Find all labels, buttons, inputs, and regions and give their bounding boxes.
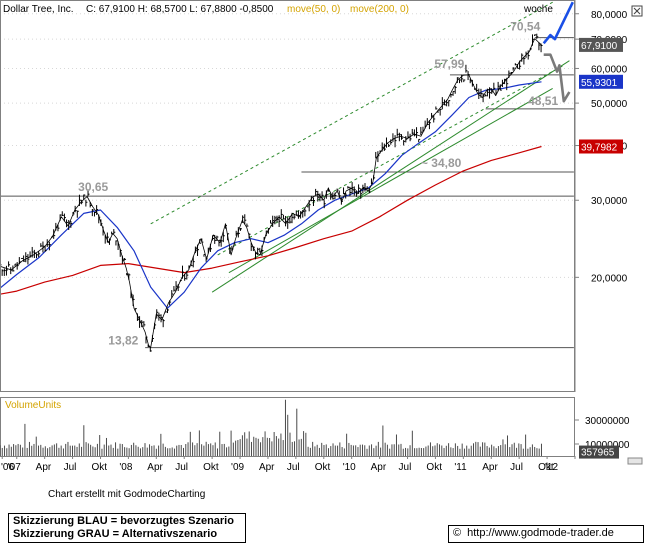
x-tick-label-4: Okt [91, 462, 107, 473]
url-link[interactable]: © http://www.godmode-trader.de [448, 525, 644, 543]
channel-upper_dotted [150, 1, 553, 225]
x-tick-label-18: Apr [482, 462, 498, 473]
x-tick-label-8: Okt [203, 462, 219, 473]
price-gridlines [0, 13, 575, 278]
level-label-2: 48,51 [528, 94, 558, 108]
x-tick-label-19: Jul [510, 462, 523, 473]
ma200-legend-label: move(200, 0) [350, 4, 409, 15]
x-tick-label-1: '07 [8, 462, 21, 473]
level-label-0: 70,54 [510, 20, 540, 34]
ohlc-label: C: 67,9100 H: 68,5700 L: 67,8800 -0,8500 [86, 4, 274, 15]
weeks-label: woche [523, 4, 553, 15]
badge-bg-1 [579, 74, 623, 89]
price-series [0, 33, 543, 352]
vol-last-label: 357965 [581, 448, 615, 459]
volume-label: VolumeUnits [5, 400, 61, 411]
channel-support_solid [228, 88, 553, 274]
ma200-line [0, 145, 542, 295]
x-tick-label-16: Okt [426, 462, 442, 473]
collapse-handle[interactable] [627, 457, 643, 465]
badge-label-1: 55,9301 [581, 78, 618, 89]
horizontal-levels [0, 37, 574, 349]
time-axis: '06'07 Apr Jul Okt '08 Apr Jul Okt '09 Apr Jul Okt '… [1, 456, 576, 473]
volume-bars [0, 399, 542, 456]
trend-channel [150, 1, 570, 293]
x-tick-label-6: Apr [147, 462, 163, 473]
x-tick-label-21: '12 [545, 462, 558, 473]
level-label-5: 13,82 [108, 334, 138, 348]
x-tick-label-5: '08 [119, 462, 132, 473]
legend-gray: Skizzierung GRAU = Alternativszenario [13, 528, 218, 540]
badge-label-0: 67,9100 [581, 41, 618, 52]
ma200-series [0, 145, 542, 295]
y-tick-label-5: 30,0000 [591, 196, 628, 207]
x-tick-label-12: Okt [315, 462, 331, 473]
ma50-series [0, 81, 542, 309]
x-tick-label-14: Apr [371, 462, 387, 473]
vol-tick-label-1: 10000000 [585, 440, 630, 451]
x-tick-label-20: Okt [538, 462, 554, 473]
x-tick-label-2: Apr [36, 462, 52, 473]
badge-bg-2 [579, 139, 623, 154]
y-tick-label-6: 20,0000 [591, 273, 628, 284]
channel-lower_solid [211, 60, 570, 293]
level-label-1: 57,99 [434, 57, 464, 71]
copyright-icon: © [453, 527, 462, 539]
y-tick-label-3: 50,0000 [591, 99, 628, 110]
x-tick-label-9: '09 [231, 462, 244, 473]
url-text[interactable]: http://www.godmode-trader.de [467, 527, 614, 539]
ticker-label: Dollar Tree, Inc. [3, 4, 74, 15]
x-tick-label-11: Jul [287, 462, 300, 473]
vol-tick-label-0: 30000000 [585, 416, 630, 427]
x-tick-label-10: Apr [259, 462, 275, 473]
chart-header: Dollar Tree, Inc. C: 67,9100 H: 68,5700 … [3, 4, 409, 15]
badge-label-2: 39,7982 [581, 142, 618, 153]
x-tick-label-15: Jul [399, 462, 412, 473]
x-tick-label-13: '10 [343, 462, 356, 473]
price-badges: 67,9100 55,9301 39,7982 [579, 37, 623, 154]
scenario-sketches [542, 1, 574, 103]
ma50-legend-label: move(50, 0) [287, 4, 340, 15]
channel-mid_dotted [217, 64, 565, 256]
x-tick-label-7: Jul [175, 462, 188, 473]
close-icon-stroke[interactable] [633, 7, 641, 15]
level-label-4: 30,65 [78, 180, 108, 194]
price-line [0, 38, 542, 349]
y-tick-label-2: 60,0000 [591, 64, 628, 75]
scenario-legend: Skizzierung BLAU = bevorzugtes Szenario … [8, 513, 246, 543]
legend-blue: Skizzierung BLAU = bevorzugtes Szenario [13, 515, 234, 527]
x-tick-label-17: '11 [454, 462, 467, 473]
x-tick-label-3: Jul [64, 462, 77, 473]
y-tick-label-0: 80,0000 [591, 10, 628, 21]
level-labels: 70,54 57,99 48,51 ~ 34,80 30,65 13,82 [78, 20, 558, 348]
ma50-line [0, 81, 542, 309]
scenario-blue [542, 1, 574, 45]
volume-pane-border [0, 397, 575, 457]
level-label-3: ~ 34,80 [421, 156, 462, 170]
scenario-gray [543, 53, 571, 103]
vol-last-bg [579, 445, 619, 459]
badge-bg-0 [579, 37, 623, 52]
chart-credit: Chart erstellt mit GodmodeCharting [48, 489, 206, 500]
x-tick-label-0: '06 [1, 462, 14, 473]
